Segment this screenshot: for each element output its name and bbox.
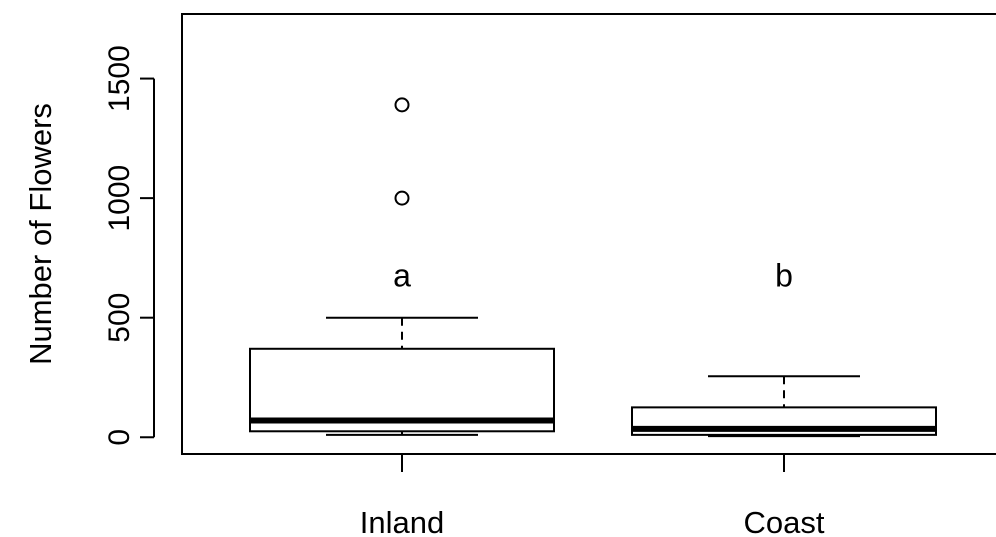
y-tick-label: 1500 (103, 45, 136, 112)
outlier-point-inland (394, 190, 410, 206)
y-axis: 0 500 1000 1500 (103, 45, 155, 446)
y-axis-label: Number of Flowers (23, 103, 58, 365)
outlier-point-inland (394, 97, 410, 113)
y-tick-label: 500 (103, 293, 136, 343)
x-tick-label-coast: Coast (744, 505, 825, 537)
x-axis: Inland Coast (360, 454, 825, 537)
plot-frame (181, 13, 996, 455)
y-tick-label: 0 (103, 429, 136, 446)
x-tick-label-inland: Inland (360, 505, 444, 537)
annotation-inland: a (393, 258, 411, 294)
annotation-coast: b (775, 258, 793, 294)
y-tick-label: 1000 (103, 165, 136, 232)
